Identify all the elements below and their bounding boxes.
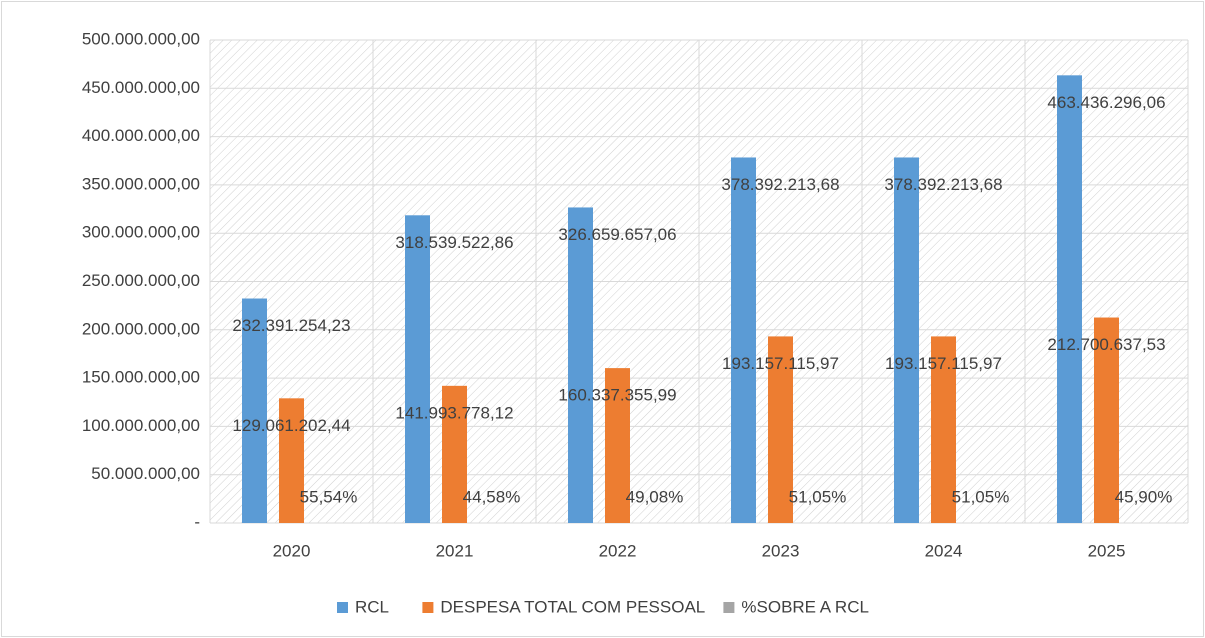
bar <box>605 368 630 523</box>
data-label: 463.436.296,06 <box>1047 93 1165 112</box>
x-tick-label: 2024 <box>925 541 963 560</box>
legend-label: %SOBRE A RCL <box>741 597 869 616</box>
y-tick-label: 250.000.000,00 <box>82 271 200 290</box>
bar <box>894 157 919 523</box>
bar <box>442 385 467 523</box>
data-label: 232.391.254,23 <box>232 316 350 335</box>
bar <box>931 336 956 523</box>
x-tick-label: 2025 <box>1088 541 1126 560</box>
x-tick-label: 2020 <box>273 541 311 560</box>
y-tick-label: 400.000.000,00 <box>82 126 200 145</box>
bar <box>1094 317 1119 523</box>
bar <box>731 157 756 523</box>
data-label: 129.061.202,44 <box>232 416 350 435</box>
y-tick-label: 100.000.000,00 <box>82 416 200 435</box>
data-label: 51,05% <box>789 487 847 506</box>
y-tick-label: 300.000.000,00 <box>82 223 200 242</box>
x-tick-label: 2021 <box>436 541 474 560</box>
data-label: 378.392.213,68 <box>884 175 1002 194</box>
data-label: 326.659.657,06 <box>558 225 676 244</box>
legend-swatch <box>337 602 348 613</box>
y-tick-label: 350.000.000,00 <box>82 174 200 193</box>
bar <box>279 398 304 523</box>
data-label: 318.539.522,86 <box>395 233 513 252</box>
legend-label: RCL <box>355 597 389 616</box>
y-tick-label: 150.000.000,00 <box>82 368 200 387</box>
y-tick-label: - <box>194 512 200 531</box>
data-label: 55,54% <box>300 487 358 506</box>
bar <box>768 336 793 523</box>
data-label: 45,90% <box>1115 487 1173 506</box>
data-label: 378.392.213,68 <box>721 175 839 194</box>
data-label: 160.337.355,99 <box>558 386 676 405</box>
bar <box>1057 75 1082 523</box>
data-label: 44,58% <box>463 487 521 506</box>
data-label: 212.700.637,53 <box>1047 335 1165 354</box>
data-label: 193.157.115,97 <box>885 354 1002 373</box>
y-tick-label: 450.000.000,00 <box>82 78 200 97</box>
bar <box>568 207 593 523</box>
y-tick-label: 500.000.000,00 <box>82 29 200 48</box>
data-label: 193.157.115,97 <box>722 354 839 373</box>
x-tick-label: 2022 <box>599 541 637 560</box>
data-label: 141.993.778,12 <box>395 403 513 422</box>
legend-swatch <box>723 602 735 613</box>
x-tick-label: 2023 <box>762 541 800 560</box>
data-label: 51,05% <box>952 487 1010 506</box>
y-tick-label: 50.000.000,00 <box>91 464 200 483</box>
bar <box>242 298 267 523</box>
legend-swatch <box>422 602 434 613</box>
y-tick-label: 200.000.000,00 <box>82 319 200 338</box>
bar <box>405 215 430 523</box>
legend-label: DESPESA TOTAL COM PESSOAL <box>440 597 705 616</box>
data-label: 49,08% <box>626 487 684 506</box>
